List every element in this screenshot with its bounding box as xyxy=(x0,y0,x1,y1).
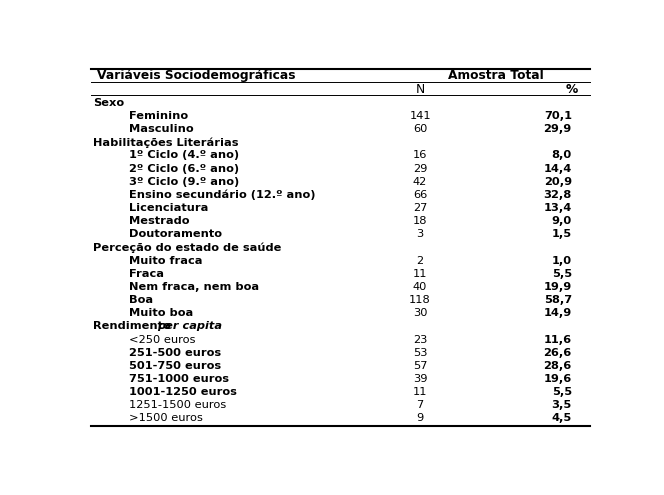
Text: 19,6: 19,6 xyxy=(544,374,572,384)
Text: 28,6: 28,6 xyxy=(544,361,572,371)
Text: 9: 9 xyxy=(416,413,424,423)
Text: 8,0: 8,0 xyxy=(552,150,572,160)
Text: 1001-1250 euros: 1001-1250 euros xyxy=(129,387,237,397)
Text: 30: 30 xyxy=(413,308,428,318)
Text: 60: 60 xyxy=(413,124,427,134)
Text: 16: 16 xyxy=(413,150,427,160)
Text: 5,5: 5,5 xyxy=(552,269,572,279)
Text: N: N xyxy=(416,83,425,96)
Text: 14,9: 14,9 xyxy=(544,308,572,318)
Text: 58,7: 58,7 xyxy=(544,295,572,305)
Text: 3º Ciclo (9.º ano): 3º Ciclo (9.º ano) xyxy=(129,177,240,187)
Text: 13,4: 13,4 xyxy=(544,203,572,213)
Text: Variáveis Sociodemográficas: Variáveis Sociodemográficas xyxy=(97,69,295,82)
Text: Ensino secundário (12.º ano): Ensino secundário (12.º ano) xyxy=(129,190,316,200)
Text: 29,9: 29,9 xyxy=(544,124,572,134)
Text: Masculino: Masculino xyxy=(129,124,194,134)
Text: 20,9: 20,9 xyxy=(544,177,572,187)
Text: 19,9: 19,9 xyxy=(544,282,572,292)
Text: 3,5: 3,5 xyxy=(552,400,572,410)
Text: Muito boa: Muito boa xyxy=(129,308,194,318)
Text: 3: 3 xyxy=(416,229,424,240)
Text: 27: 27 xyxy=(413,203,427,213)
Text: 11,6: 11,6 xyxy=(544,335,572,345)
Text: 118: 118 xyxy=(409,295,431,305)
Text: 501-750 euros: 501-750 euros xyxy=(129,361,221,371)
Text: %: % xyxy=(566,83,578,96)
Text: 5,5: 5,5 xyxy=(552,387,572,397)
Text: 4,5: 4,5 xyxy=(552,413,572,423)
Text: Perceção do estado de saúde: Perceção do estado de saúde xyxy=(93,242,282,253)
Text: 2º Ciclo (6.º ano): 2º Ciclo (6.º ano) xyxy=(129,164,240,174)
Text: 251-500 euros: 251-500 euros xyxy=(129,347,221,358)
Text: 18: 18 xyxy=(413,216,428,226)
Text: 11: 11 xyxy=(413,387,428,397)
Text: 70,1: 70,1 xyxy=(544,111,572,121)
Text: Doutoramento: Doutoramento xyxy=(129,229,222,240)
Text: 53: 53 xyxy=(413,347,428,358)
Text: Sexo: Sexo xyxy=(93,98,124,108)
Text: 40: 40 xyxy=(413,282,427,292)
Text: 7: 7 xyxy=(416,400,424,410)
Text: 42: 42 xyxy=(413,177,427,187)
Text: Habilitações Literárias: Habilitações Literárias xyxy=(93,137,239,148)
Text: 9,0: 9,0 xyxy=(552,216,572,226)
Text: 32,8: 32,8 xyxy=(544,190,572,200)
Text: Amostra Total: Amostra Total xyxy=(448,69,544,82)
Text: 39: 39 xyxy=(413,374,428,384)
Text: 1º Ciclo (4.º ano): 1º Ciclo (4.º ano) xyxy=(129,150,240,160)
Text: per capita: per capita xyxy=(157,321,222,331)
Text: Boa: Boa xyxy=(129,295,153,305)
Text: Nem fraca, nem boa: Nem fraca, nem boa xyxy=(129,282,260,292)
Text: 1,5: 1,5 xyxy=(552,229,572,240)
Text: 1251-1500 euros: 1251-1500 euros xyxy=(129,400,226,410)
Text: Muito fraca: Muito fraca xyxy=(129,255,203,266)
Text: Licenciatura: Licenciatura xyxy=(129,203,208,213)
Text: Feminino: Feminino xyxy=(129,111,189,121)
Text: 2: 2 xyxy=(416,255,424,266)
Text: Rendimento: Rendimento xyxy=(93,321,175,331)
Text: 1,0: 1,0 xyxy=(552,255,572,266)
Text: Rendimento: Rendimento xyxy=(93,321,175,331)
Text: 11: 11 xyxy=(413,269,428,279)
Text: 751-1000 euros: 751-1000 euros xyxy=(129,374,229,384)
Text: 29: 29 xyxy=(413,164,427,174)
Text: 141: 141 xyxy=(409,111,431,121)
Text: >1500 euros: >1500 euros xyxy=(129,413,203,423)
Text: <250 euros: <250 euros xyxy=(129,335,196,345)
Text: Fraca: Fraca xyxy=(129,269,164,279)
Text: 57: 57 xyxy=(413,361,428,371)
Text: Mestrado: Mestrado xyxy=(129,216,190,226)
Text: 26,6: 26,6 xyxy=(544,347,572,358)
Text: 23: 23 xyxy=(413,335,427,345)
Text: 66: 66 xyxy=(413,190,427,200)
Text: 14,4: 14,4 xyxy=(544,164,572,174)
